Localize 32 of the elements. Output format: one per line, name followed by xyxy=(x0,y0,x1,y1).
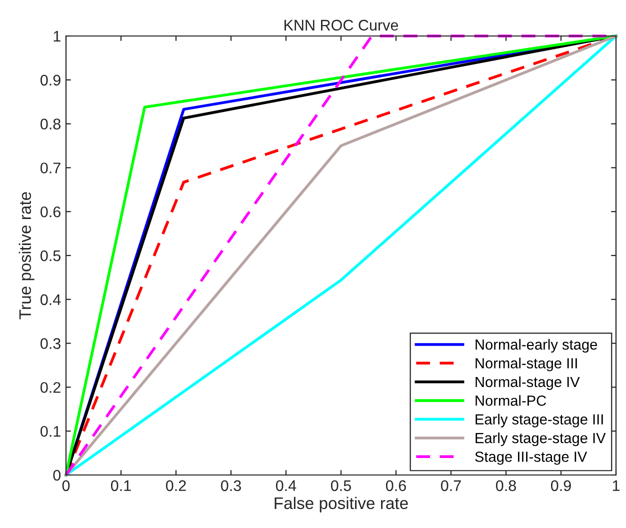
x-tick-label: 1 xyxy=(612,480,620,491)
x-tick-label: 0.6 xyxy=(386,480,406,492)
x-tick-label: 0.9 xyxy=(550,480,571,492)
x-tick-label: 0.2 xyxy=(166,480,186,492)
y-tick-label: 0.4 xyxy=(40,294,61,306)
x-tick-label: 0.4 xyxy=(276,480,296,492)
legend-label: Normal-stage IV xyxy=(476,376,580,390)
y-tick-label: 0.2 xyxy=(40,382,60,393)
y-tick-label: 0.3 xyxy=(40,338,60,349)
y-tick-label: 0.8 xyxy=(40,118,60,130)
y-tick-label: 0 xyxy=(53,470,61,481)
y-tick-label: 0.5 xyxy=(40,250,60,262)
y-tick-label: 0.9 xyxy=(40,74,60,86)
x-tick-label: 0.5 xyxy=(330,480,351,492)
y-axis-title: True positive rate xyxy=(18,192,34,320)
y-tick-label: 0.1 xyxy=(40,426,60,437)
legend-label: Early stage-stage III xyxy=(476,414,603,428)
legend-label: Stage III-stage IV xyxy=(475,452,588,465)
legend-label: Normal-stage III xyxy=(476,358,577,372)
legend-label: Early stage-stage IV xyxy=(476,432,606,446)
y-tick-label: 0.6 xyxy=(40,206,60,218)
x-axis-title: False positive rate xyxy=(274,496,408,512)
legend-label: Normal-PC xyxy=(476,395,546,406)
y-tick-label: 1 xyxy=(54,31,60,42)
x-tick-label: 0 xyxy=(62,480,70,492)
x-tick-label: 0.1 xyxy=(110,480,131,492)
x-tick-label: 0.7 xyxy=(440,480,461,492)
x-tick-label: 0.3 xyxy=(220,480,241,492)
legend-label: Normal-early stage xyxy=(476,339,598,353)
y-tick-label: 0.7 xyxy=(40,162,60,174)
x-tick-label: 0.8 xyxy=(496,480,516,492)
chart-title: KNN ROC Curve xyxy=(284,20,398,31)
